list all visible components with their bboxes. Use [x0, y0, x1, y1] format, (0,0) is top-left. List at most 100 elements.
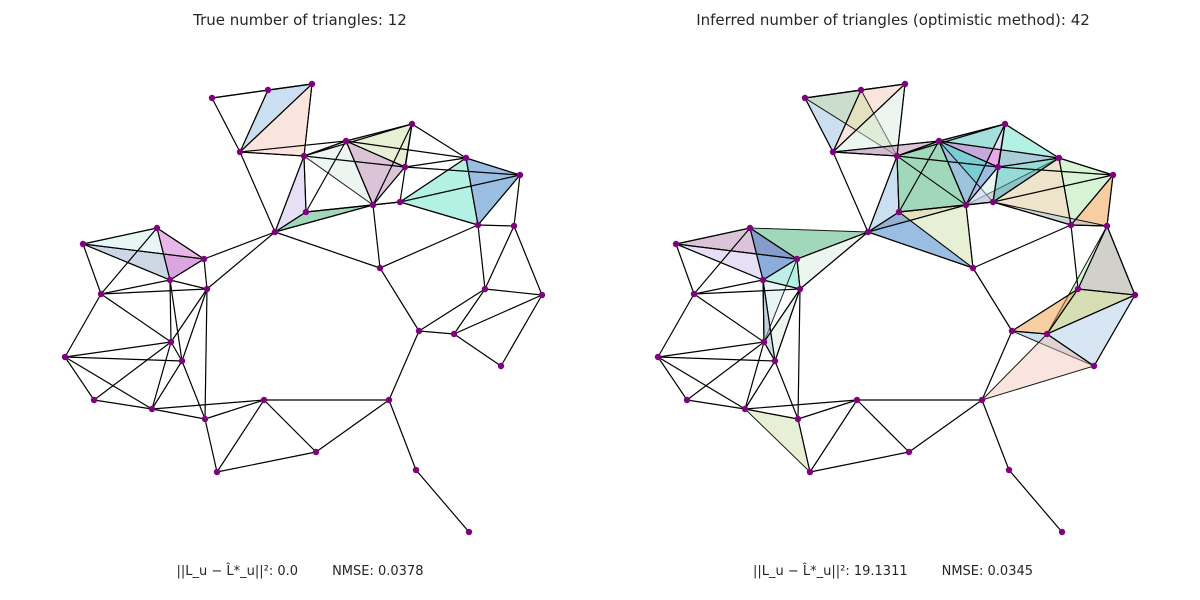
left-edge: [399, 174, 521, 203]
left-edge: [513, 225, 543, 296]
left-edge: [453, 288, 486, 335]
left-node: [208, 94, 216, 102]
left-edge: [303, 123, 413, 157]
left-edge: [216, 451, 317, 473]
right-edge: [693, 227, 751, 295]
left-edge: [372, 123, 413, 206]
right-edge: [686, 399, 746, 410]
left-node: [462, 154, 470, 162]
right-node: [1074, 285, 1082, 293]
right-edge: [832, 151, 898, 157]
right-edge: [744, 408, 799, 420]
left-node: [415, 327, 423, 335]
right-node: [901, 80, 909, 88]
left-edge: [93, 399, 153, 410]
right-node: [1067, 221, 1075, 229]
left-node: [497, 362, 505, 370]
right-node: [801, 94, 809, 102]
right-edge: [1070, 174, 1114, 226]
left-edge: [170, 341, 183, 362]
left-edge: [267, 83, 313, 91]
left-node: [538, 291, 546, 299]
left-edge: [484, 225, 515, 290]
left-edge: [151, 399, 265, 410]
right-node: [994, 163, 1002, 171]
left-node: [213, 468, 221, 476]
left-edge: [156, 227, 205, 260]
right-triangles: [675, 82, 1137, 474]
left-edge: [303, 155, 307, 213]
right-edge: [1106, 225, 1136, 296]
left-edge: [169, 279, 208, 290]
left-edge: [404, 166, 521, 176]
left-edge: [64, 356, 95, 401]
right-edge: [657, 356, 746, 410]
right-edge: [832, 89, 862, 153]
right-edge: [762, 279, 801, 290]
right-edge: [938, 140, 967, 206]
right-node: [1055, 154, 1063, 162]
left-edge: [303, 83, 313, 157]
right-edge: [809, 451, 910, 473]
right-node: [895, 208, 903, 216]
left-edge: [388, 330, 420, 401]
right-edge: [867, 155, 898, 233]
left-node: [97, 290, 105, 298]
right-edge: [1046, 288, 1079, 335]
left-edge: [379, 224, 479, 269]
right-edge: [938, 140, 1060, 159]
left-edge: [239, 140, 347, 153]
left-node: [203, 285, 211, 293]
left-edge: [500, 294, 543, 367]
left-node: [412, 466, 420, 474]
right-node: [857, 86, 865, 94]
left-node: [481, 285, 489, 293]
left-node: [153, 224, 161, 232]
left-edge: [465, 157, 521, 176]
right-panel-footer: ||L_u − L̂*_u||²: 19.1311 NMSE: 0.0345: [593, 564, 1193, 579]
left-edge: [404, 157, 467, 168]
left-edge: [379, 267, 420, 332]
right-edge: [762, 279, 765, 343]
left-edge: [239, 83, 313, 153]
right-panel-title: Inferred number of triangles (optimistic…: [696, 11, 1090, 29]
right-edge: [1046, 333, 1095, 367]
left-edge: [169, 279, 172, 343]
right-edge: [774, 360, 799, 420]
left-node: [300, 152, 308, 160]
right-edge: [693, 288, 801, 295]
right-node: [741, 405, 749, 413]
right-edge: [1077, 288, 1136, 296]
right-edge: [657, 356, 776, 362]
left-edge: [181, 288, 208, 362]
left-edge: [484, 288, 543, 296]
right-node: [771, 357, 779, 365]
left-edges: [64, 83, 543, 533]
true-complex-graph: [61, 80, 546, 536]
right-edge: [763, 341, 776, 362]
left-edge: [399, 123, 413, 203]
left-edge: [216, 399, 265, 473]
left-node: [450, 330, 458, 338]
left-edge: [82, 243, 205, 260]
left-edge: [239, 151, 305, 157]
right-edge: [972, 267, 1013, 332]
right-node: [1008, 327, 1016, 335]
right-edge: [898, 140, 940, 213]
right-edge: [744, 341, 765, 410]
right-edge: [809, 399, 858, 473]
right-edge: [796, 231, 869, 260]
left-edge: [169, 258, 205, 281]
left-edge: [274, 211, 307, 233]
right-edge: [908, 399, 983, 453]
right-edge: [965, 123, 1006, 206]
right-edge: [997, 166, 1114, 176]
left-node: [510, 222, 518, 230]
left-node: [271, 228, 279, 236]
left-edge: [274, 155, 305, 233]
left-edge: [345, 140, 467, 159]
right-edge: [693, 293, 765, 343]
left-edge: [399, 201, 479, 226]
right-edge: [981, 399, 1010, 471]
left-triangles: [82, 82, 521, 281]
